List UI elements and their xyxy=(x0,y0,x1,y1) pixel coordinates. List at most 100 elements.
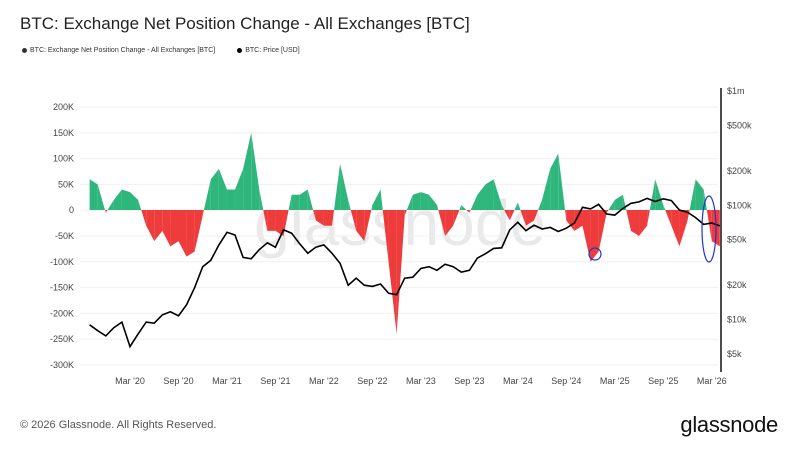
outflow-area-segment xyxy=(388,210,397,335)
legend-label: BTC: Exchange Net Position Change - All … xyxy=(30,47,216,54)
outflow-area-segment xyxy=(315,210,324,226)
outflow-area-segment xyxy=(606,210,609,213)
outflow-area-segment xyxy=(509,210,515,221)
outflow-area-segment xyxy=(202,210,204,216)
inflow-area-segment xyxy=(107,199,114,211)
y-right-tick-label: $1m xyxy=(727,86,745,96)
inflow-area-segment xyxy=(655,179,664,210)
inflow-area-segment xyxy=(695,179,704,210)
inflow-area-segment xyxy=(412,192,421,210)
outflow-area-segment xyxy=(438,210,446,236)
outflow-area-segment xyxy=(404,210,407,216)
outflow-area-segment xyxy=(194,210,203,252)
inflow-area-segment xyxy=(406,194,413,211)
x-tick-label: Mar '21 xyxy=(212,376,242,386)
outflow-area-segment xyxy=(382,210,389,262)
inflow-area-segment xyxy=(501,205,505,211)
inflow-area-segment xyxy=(663,205,666,211)
y-left-tick-label: -200K xyxy=(50,308,74,318)
y-left-tick-label: -50K xyxy=(55,231,74,241)
outflow-area-segment xyxy=(665,210,672,226)
outflow-area-segment xyxy=(590,210,599,262)
outflow-area-segment xyxy=(162,210,171,247)
inflow-area-segment xyxy=(538,199,543,211)
outflow-area-segment xyxy=(469,210,471,213)
inflow-area-segment xyxy=(461,205,467,211)
outflow-area-segment xyxy=(313,210,316,221)
outflow-area-segment xyxy=(356,210,365,242)
inflow-area-segment xyxy=(514,202,518,211)
x-tick-label: Sep '22 xyxy=(357,376,387,386)
inflow-area-segment xyxy=(113,189,122,210)
outflow-area-segment xyxy=(626,210,631,231)
legend-item-net-position[interactable]: BTC: Exchange Net Position Change - All … xyxy=(22,47,215,54)
outflow-area-segment xyxy=(679,210,688,247)
inflow-area-segment xyxy=(243,132,252,210)
outflow-area-segment xyxy=(534,210,539,221)
inflow-area-segment xyxy=(348,199,351,211)
inflow-area-segment xyxy=(420,192,429,210)
outflow-area-segment xyxy=(630,210,640,236)
legend-dot-icon xyxy=(22,48,27,53)
inflow-area-segment xyxy=(689,179,696,211)
outflow-area-segment xyxy=(706,210,712,242)
y-left-tick-label: 200K xyxy=(53,102,74,112)
outflow-area-segment xyxy=(396,210,405,335)
outflow-area-segment xyxy=(639,210,648,236)
outflow-area-segment xyxy=(466,210,470,213)
outflow-area-segment xyxy=(263,210,268,231)
y-right-tick-label: $200k xyxy=(727,166,752,176)
inflow-area-segment xyxy=(459,205,462,211)
y-right-tick-label: $10k xyxy=(727,315,747,325)
inflow-area-segment xyxy=(485,179,494,210)
inflow-area-segment xyxy=(226,189,236,210)
x-tick-label: Sep '21 xyxy=(260,376,290,386)
y-right-tick-label: $5k xyxy=(727,349,742,359)
inflow-area-segment xyxy=(428,194,438,210)
inflow-area-segment xyxy=(203,179,211,211)
inflow-area-segment xyxy=(340,163,349,210)
inflow-area-segment xyxy=(649,179,656,211)
outflow-area-segment xyxy=(671,210,680,247)
inflow-area-segment xyxy=(130,192,139,210)
y-left-tick-label: 150K xyxy=(53,128,74,138)
inflow-area-segment xyxy=(251,132,260,210)
outflow-area-segment xyxy=(525,210,534,226)
inflow-area-segment xyxy=(291,194,300,210)
outflow-area-segment xyxy=(445,210,454,236)
inflow-area-segment xyxy=(470,194,478,211)
outflow-area-segment xyxy=(154,210,163,242)
annotation-ellipse xyxy=(701,195,717,263)
inflow-area-segment xyxy=(235,168,244,210)
inflow-area-segment xyxy=(218,168,227,210)
x-tick-label: Sep '24 xyxy=(551,376,581,386)
legend-item-price[interactable]: BTC: Price [USD] xyxy=(237,47,300,54)
outflow-area-segment xyxy=(267,210,276,231)
outflow-area-segment xyxy=(323,210,332,226)
outflow-area-segment xyxy=(178,210,187,257)
legend: BTC: Exchange Net Position Change - All … xyxy=(22,47,300,54)
y-left-tick-label: 50K xyxy=(58,179,74,189)
y-left-tick-label: 100K xyxy=(53,154,74,164)
inflow-area-segment xyxy=(437,205,439,211)
inflow-area-segment xyxy=(288,194,292,211)
inflow-area-segment xyxy=(614,194,623,210)
outflow-area-segment xyxy=(598,210,607,252)
glassnode-logo[interactable]: glassnode xyxy=(680,412,778,437)
x-tick-label: Mar '20 xyxy=(115,376,145,386)
outflow-area-segment xyxy=(647,210,650,226)
outflow-area-segment xyxy=(565,210,567,221)
x-tick-label: Mar '24 xyxy=(503,376,533,386)
outflow-area-segment xyxy=(574,210,583,231)
outflow-area-segment xyxy=(520,210,526,226)
x-tick-label: Mar '23 xyxy=(406,376,436,386)
inflow-area-segment xyxy=(259,189,264,211)
x-tick-label: Mar '22 xyxy=(309,376,339,386)
x-tick-label: Mar '25 xyxy=(600,376,630,386)
outflow-area-segment xyxy=(275,210,284,236)
x-tick-label: Mar '26 xyxy=(697,376,727,386)
inflow-area-segment xyxy=(493,179,502,210)
inflow-area-segment xyxy=(121,189,130,210)
inflow-area-segment xyxy=(210,168,219,210)
outflow-area-segment xyxy=(105,210,108,213)
